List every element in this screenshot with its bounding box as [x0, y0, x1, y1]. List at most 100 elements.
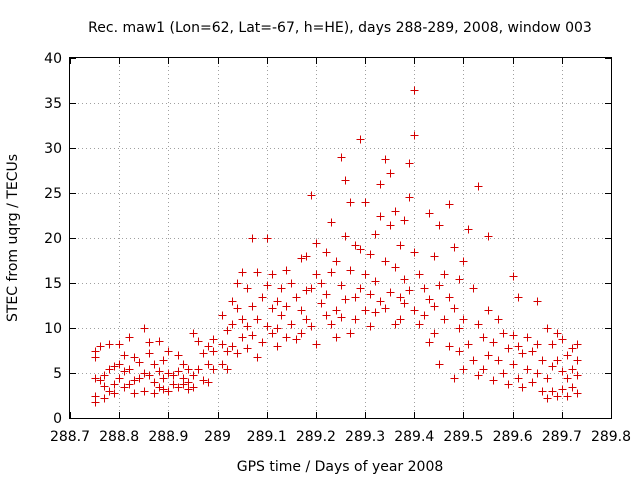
data-point: [297, 306, 306, 315]
data-point: [277, 311, 286, 320]
y-tick-label: 40: [44, 51, 62, 67]
data-point: [273, 297, 282, 306]
data-point: [277, 284, 286, 293]
data-point: [450, 243, 459, 252]
data-point: [159, 385, 168, 394]
data-point: [287, 320, 296, 329]
data-point: [312, 239, 321, 248]
plot-frame: [69, 57, 612, 419]
data-point: [228, 320, 237, 329]
data-point: [558, 385, 567, 394]
data-point: [130, 389, 139, 398]
data-point: [115, 340, 124, 349]
data-point: [523, 333, 532, 342]
data-point: [268, 329, 277, 338]
data-point: [287, 279, 296, 288]
data-point: [533, 369, 542, 378]
data-point: [150, 389, 159, 398]
data-point: [189, 383, 198, 392]
data-point: [174, 351, 183, 360]
data-point: [356, 245, 365, 254]
data-point: [253, 353, 262, 362]
data-point: [386, 169, 395, 178]
x-tick-label: 289.4: [394, 429, 434, 445]
data-point: [302, 315, 311, 324]
data-point: [297, 329, 306, 338]
data-point: [164, 347, 173, 356]
data-point: [514, 342, 523, 351]
data-point: [425, 338, 434, 347]
data-point: [459, 257, 468, 266]
data-point: [150, 378, 159, 387]
data-point: [425, 295, 434, 304]
x-tick-label: 288.9: [148, 429, 188, 445]
data-point: [366, 250, 375, 259]
data-point: [351, 293, 360, 302]
data-point: [356, 284, 365, 293]
data-point: [563, 351, 572, 360]
data-point: [450, 304, 459, 313]
data-point: [263, 281, 272, 290]
x-tick-label: 289.5: [443, 429, 483, 445]
data-point: [155, 367, 164, 376]
x-tick-label: 289.6: [493, 429, 533, 445]
data-point: [455, 324, 464, 333]
data-point: [489, 376, 498, 385]
y-tick-label: 20: [44, 231, 62, 247]
data-point: [528, 347, 537, 356]
data-point: [228, 297, 237, 306]
data-point: [253, 268, 262, 277]
data-point: [504, 344, 513, 353]
chart-title: Rec. maw1 (Lon=62, Lat=-67, h=HE), days …: [88, 20, 592, 36]
data-point: [96, 376, 105, 385]
data-point: [179, 374, 188, 383]
data-point: [233, 349, 242, 358]
data-point: [307, 284, 316, 293]
data-point: [327, 320, 336, 329]
data-point: [346, 266, 355, 275]
data-point: [100, 371, 109, 380]
data-point: [332, 257, 341, 266]
data-point: [391, 320, 400, 329]
data-point: [130, 376, 139, 385]
data-point: [209, 365, 218, 374]
data-point: [543, 324, 552, 333]
data-point: [415, 270, 424, 279]
data-point: [440, 270, 449, 279]
data-point: [548, 340, 557, 349]
data-point: [150, 360, 159, 369]
data-point: [243, 344, 252, 353]
data-point: [96, 342, 105, 351]
data-point: [469, 356, 478, 365]
data-point: [563, 374, 572, 383]
x-tick-label: 289.2: [296, 429, 336, 445]
data-point: [292, 335, 301, 344]
data-point: [317, 299, 326, 308]
data-point: [386, 288, 395, 297]
data-point: [563, 392, 572, 401]
data-point: [174, 383, 183, 392]
data-point: [371, 308, 380, 317]
data-point: [420, 311, 429, 320]
data-point: [484, 351, 493, 360]
data-point: [445, 342, 454, 351]
data-point: [450, 374, 459, 383]
data-point: [145, 371, 154, 380]
data-point: [474, 182, 483, 191]
data-point: [199, 349, 208, 358]
data-point: [420, 284, 429, 293]
data-point: [204, 378, 213, 387]
x-tick-label: 288.8: [99, 429, 139, 445]
data-point: [159, 356, 168, 365]
x-tick-label: 289: [204, 429, 231, 445]
data-point: [484, 232, 493, 241]
data-point: [110, 362, 119, 371]
data-point: [400, 299, 409, 308]
data-point: [405, 159, 414, 168]
data-point: [538, 356, 547, 365]
data-point: [233, 279, 242, 288]
data-point: [361, 306, 370, 315]
y-tick-label: 5: [53, 366, 62, 382]
data-point: [105, 365, 114, 374]
data-point: [548, 362, 557, 371]
